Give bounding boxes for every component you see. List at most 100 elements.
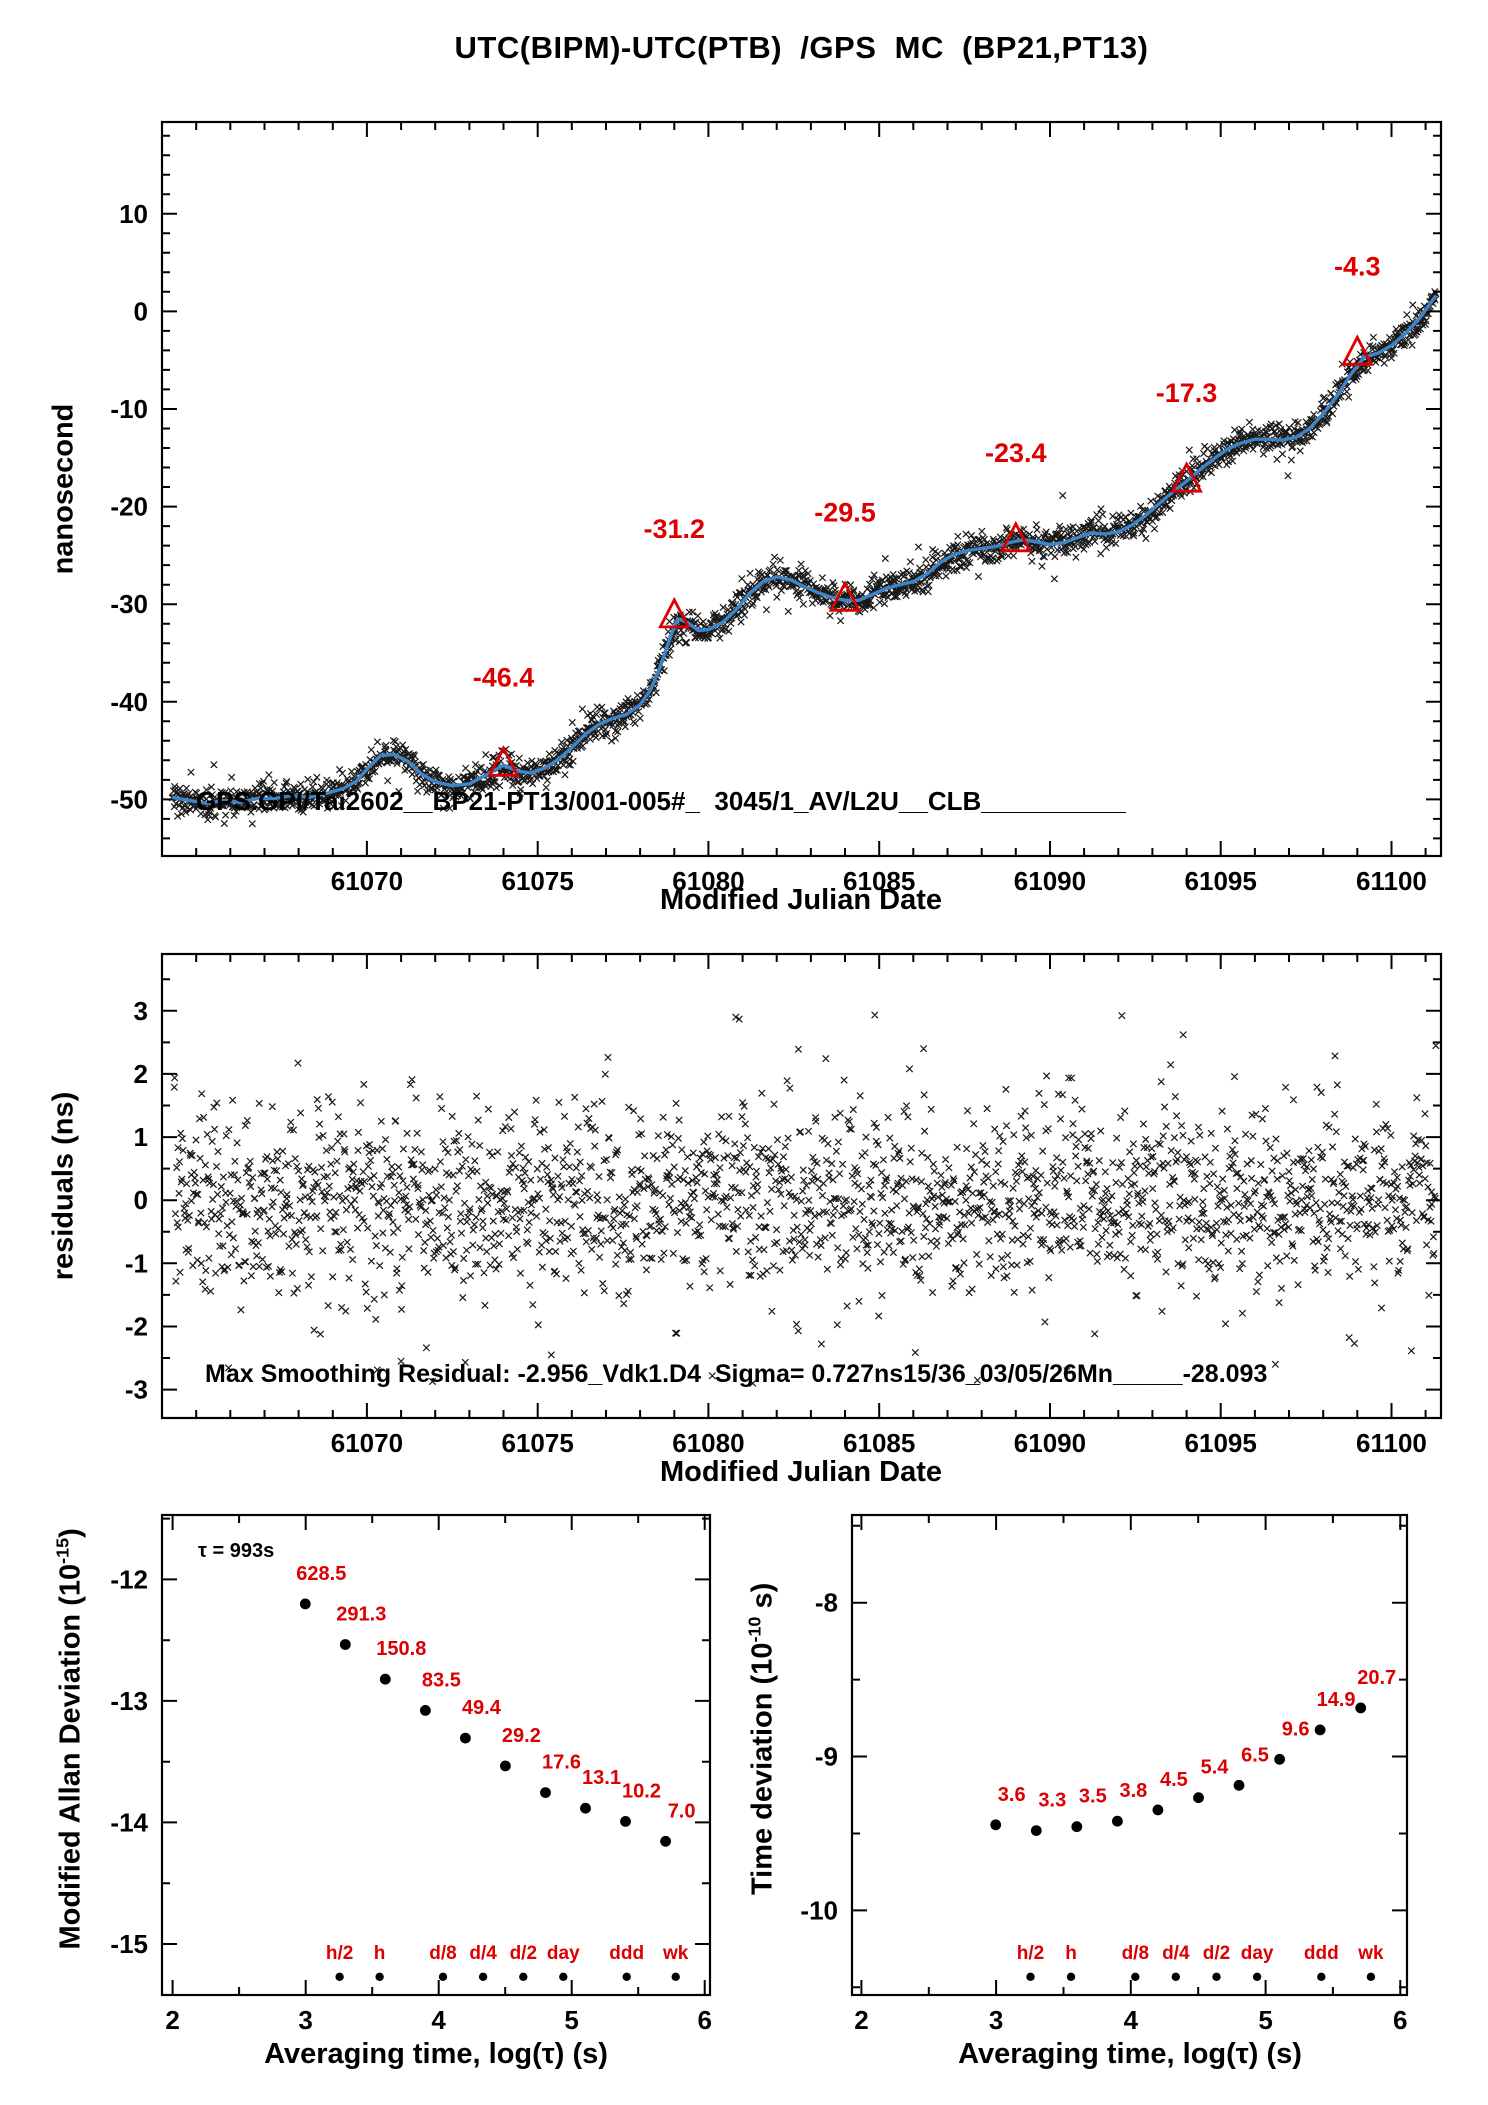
x-tick-label: 61070 [331,1428,403,1458]
mdev-point [420,1705,431,1716]
time-unit-dot [1171,1972,1181,1982]
mdev-ylabel-text: Modified Allan Deviation (10 [54,1563,87,1950]
point-value-label: 3.5 [1079,1786,1107,1808]
x-tick-label: 4 [431,2005,446,2035]
point-value-label: 3.3 [1038,1790,1066,1812]
tdev-point [1314,1724,1326,1736]
y-tick-label: -1 [125,1248,148,1278]
tdev-ylabel-close: s) [746,1582,779,1617]
time-unit-dot [375,1972,384,1982]
point-value-label: 5.4 [1201,1757,1230,1779]
mdev-point [379,1673,391,1685]
tdev-point [1274,1753,1285,1765]
y-tick-label: -9 [815,1742,838,1772]
tdev-point [1112,1815,1123,1827]
x-tick-label: 3 [989,2005,1003,2035]
y-tick-labels: -12 -13 -14 -15 [110,1564,148,1959]
tau-annotation: τ = 993s [198,1540,275,1562]
plot-frame [160,120,1443,858]
mdev-point [299,1598,311,1610]
top-xlabel: Modified Julian Date [660,884,942,916]
x-tick-label: 61085 [843,1428,915,1458]
time-unit-dot [1212,1972,1221,1982]
point-value-label: 150.8 [376,1638,426,1660]
y-tick-label: -30 [110,589,148,619]
time-unit-label: wk [1357,1943,1384,1964]
axis-ticks [162,1515,710,1995]
mdev-point [620,1816,631,1827]
axis-ticks [852,1515,1407,1995]
time-unit-dot [1366,1972,1376,1982]
time-unit-dot [478,1972,488,1982]
calibration-triangle [828,580,862,612]
chart-title: UTC(BIPM)-UTC(PTB) /GPS MC (BP21,PT13) [454,30,1149,65]
mdev-ylabel-exponent: -15 [52,1537,73,1564]
y-tick-label: 0 [134,296,148,326]
plot-frame [160,952,1443,1420]
tdev-point [1193,1792,1204,1804]
time-unit-label: day [1241,1943,1274,1964]
y-tick-label: -14 [110,1807,148,1837]
x-tick-label: 61100 [1356,1428,1427,1458]
mdev-chart: 2 3 4 5 6 -12 -13 -14 -15 628.5 291.3 150.8 83.549.4… [110,1513,712,2035]
jump-value-label: -4.3 [1334,251,1381,281]
calibration-triangle [657,596,691,629]
measurement-scatter [168,287,1440,828]
y-tick-label: -10 [110,394,148,424]
tdev-ylabel: Time deviation (10-10 s) [712,1583,813,1928]
mdev-point [580,1802,591,1814]
point-value-label: 9.6 [1282,1718,1310,1740]
tdev-chart: 2 3 4 5 6 -8 -9 -10 3.6 3.3 3.5 3.8 4.5 5.4 6.5 9.6 14.9… [800,1513,1409,2035]
time-unit-label: h [1065,1943,1077,1964]
time-unit-dot [519,1972,528,1982]
y-tick-label: 0 [134,1185,148,1215]
utc-offset-chart: 61070 61075 61080 61085 61090 61095 61100 10 0 -1… [110,120,1443,896]
tdev-point [1355,1702,1367,1714]
plot-frame [850,1513,1409,1997]
x-tick-label: 61100 [1356,866,1427,896]
x-tick-label: 61070 [331,866,403,896]
x-tick-label: 5 [1258,2005,1272,2035]
x-tick-label: 61075 [502,866,574,896]
point-value-label: 20.7 [1357,1667,1396,1689]
top-ylabel: nanosecond [47,403,80,575]
time-unit-label: h [374,1943,386,1964]
point-value-label: 4.5 [1160,1769,1188,1791]
residual-scatter [170,1011,1440,1387]
point-value-label: 10.2 [622,1780,661,1802]
y-tick-label: -50 [110,784,148,814]
jump-value-label: -31.2 [644,514,706,544]
point-value-label: 291.3 [336,1604,386,1626]
residuals-chart: 61070 61075 61080 61085 61090 61095 61100 3 2 1 0 -… [125,952,1443,1458]
time-unit-label: ddd [609,1943,644,1964]
y-tick-labels: -8 -9 -10 [800,1588,838,1926]
y-tick-label: 3 [134,996,148,1026]
axis-ticks [161,954,1441,1418]
time-unit-dot [438,1972,448,1982]
y-tick-labels: 10 0 -10 -20 -30 -40 -50 [110,199,148,815]
calibration-triangle [999,520,1033,553]
point-value-label: 3.6 [998,1784,1026,1806]
tdev-point [990,1819,1002,1831]
mdev-ylabel: Modified Allan Deviation (10-15) [20,1528,121,1982]
x-tick-label: 6 [1393,2005,1407,2035]
point-value-label: 6.5 [1241,1744,1269,1766]
jump-value-label: -46.4 [473,662,535,692]
x-tick-label: 61075 [502,1428,574,1458]
x-tick-label: 61090 [1014,1428,1086,1458]
tdev-ylabel-text: Time deviation (10 [746,1642,779,1896]
x-tick-label: 5 [564,2005,578,2035]
calibration-triangle [1340,334,1374,366]
time-unit-dot [335,1972,344,1982]
jump-value-label: -29.5 [814,497,876,527]
time-unit-label: d/2 [510,1943,537,1964]
time-unit-dot [1131,1972,1140,1982]
x-tick-label: 2 [854,2005,868,2035]
time-unit-label: h/2 [326,1943,353,1964]
smoothed-line [171,294,1438,805]
mdev-point [540,1787,551,1798]
time-unit-dot [1317,1972,1326,1982]
point-value-label: 3.8 [1119,1780,1147,1802]
mdev-xlabel: Averaging time, log(τ) (s) [264,2038,608,2070]
y-tick-label: -8 [815,1588,838,1618]
